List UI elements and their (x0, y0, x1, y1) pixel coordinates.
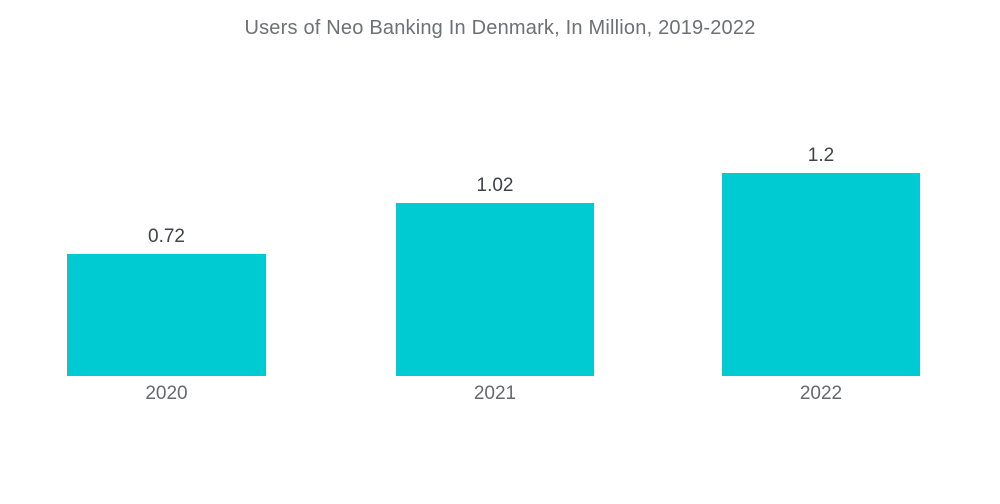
bar-stack: 0.72 (67, 0, 266, 376)
value-label-2020: 0.72 (148, 226, 185, 247)
bar-2020 (67, 254, 266, 376)
chart-title: Users of Neo Banking In Denmark, In Mill… (244, 17, 756, 39)
bar-2022 (722, 173, 920, 376)
bar-2021 (396, 203, 594, 376)
bar-stack: 1.2 (722, 0, 920, 376)
category-label-2020: 2020 (145, 383, 188, 404)
value-label-2021: 1.02 (476, 175, 514, 196)
value-label-2022: 1.2 (807, 145, 835, 166)
category-label-2021: 2021 (473, 383, 517, 404)
bar-stack: 1.02 (396, 0, 594, 376)
category-label-2022: 2022 (799, 383, 843, 404)
